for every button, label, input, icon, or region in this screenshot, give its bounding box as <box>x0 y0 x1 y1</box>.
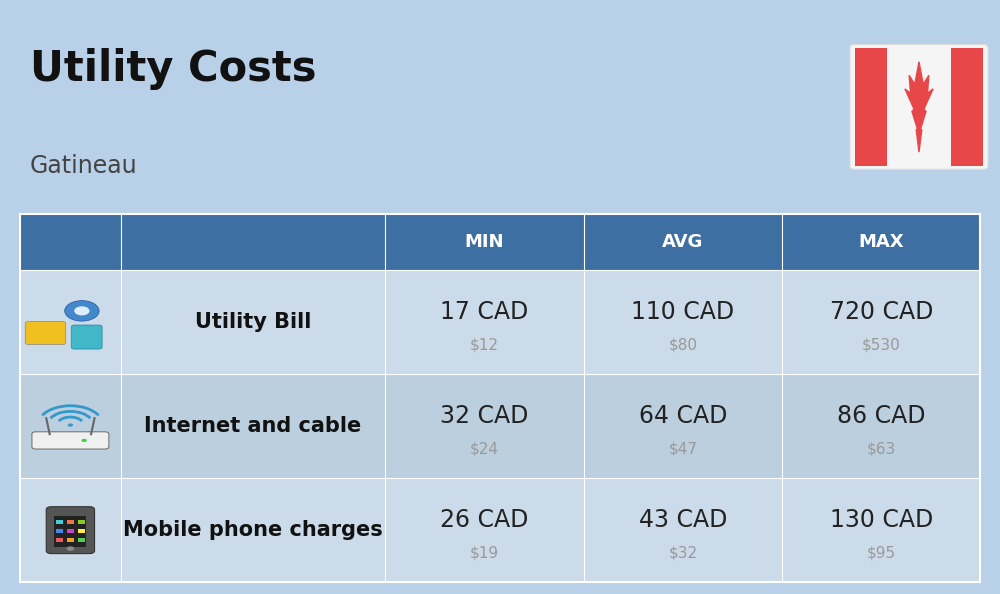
Bar <box>54 516 86 546</box>
FancyBboxPatch shape <box>25 321 66 345</box>
Text: $95: $95 <box>867 545 896 561</box>
Circle shape <box>65 301 99 321</box>
Text: $12: $12 <box>470 337 499 353</box>
Bar <box>78 520 85 525</box>
Circle shape <box>67 546 74 551</box>
Circle shape <box>68 424 73 426</box>
Bar <box>20 374 980 478</box>
Text: 720 CAD: 720 CAD <box>830 300 933 324</box>
Text: Utility Bill: Utility Bill <box>195 312 311 332</box>
Text: 64 CAD: 64 CAD <box>639 404 727 428</box>
Bar <box>56 538 63 542</box>
Bar <box>855 48 887 166</box>
Text: $24: $24 <box>470 441 499 457</box>
Bar <box>20 478 980 582</box>
Bar <box>20 214 980 270</box>
Text: MIN: MIN <box>464 233 504 251</box>
Text: Utility Costs: Utility Costs <box>30 48 316 90</box>
Text: 26 CAD: 26 CAD <box>440 508 528 532</box>
Bar <box>67 529 74 533</box>
Bar <box>20 270 980 374</box>
Bar <box>67 520 74 525</box>
Text: $63: $63 <box>867 441 896 457</box>
Text: Internet and cable: Internet and cable <box>144 416 361 436</box>
Text: 110 CAD: 110 CAD <box>631 300 734 324</box>
Text: Mobile phone charges: Mobile phone charges <box>123 520 383 540</box>
Text: $530: $530 <box>862 337 901 353</box>
Circle shape <box>74 307 90 315</box>
Text: 130 CAD: 130 CAD <box>830 508 933 532</box>
Text: $32: $32 <box>668 545 697 561</box>
Text: 43 CAD: 43 CAD <box>639 508 727 532</box>
Circle shape <box>82 439 87 442</box>
Bar <box>67 538 74 542</box>
Text: Gatineau: Gatineau <box>30 154 138 178</box>
Text: 17 CAD: 17 CAD <box>440 300 528 324</box>
Text: AVG: AVG <box>662 233 704 251</box>
Bar <box>56 520 63 525</box>
Bar <box>78 538 85 542</box>
Bar <box>78 529 85 533</box>
Text: 32 CAD: 32 CAD <box>440 404 528 428</box>
FancyBboxPatch shape <box>32 432 109 449</box>
Bar <box>951 48 983 166</box>
Text: MAX: MAX <box>859 233 904 251</box>
Text: $19: $19 <box>470 545 499 561</box>
Text: $47: $47 <box>668 441 697 457</box>
Text: 86 CAD: 86 CAD <box>837 404 926 428</box>
FancyBboxPatch shape <box>46 507 95 554</box>
Bar <box>20 214 980 582</box>
Bar <box>56 529 63 533</box>
FancyBboxPatch shape <box>850 45 988 169</box>
Text: $80: $80 <box>668 337 697 353</box>
FancyBboxPatch shape <box>71 325 102 349</box>
Polygon shape <box>905 62 933 152</box>
